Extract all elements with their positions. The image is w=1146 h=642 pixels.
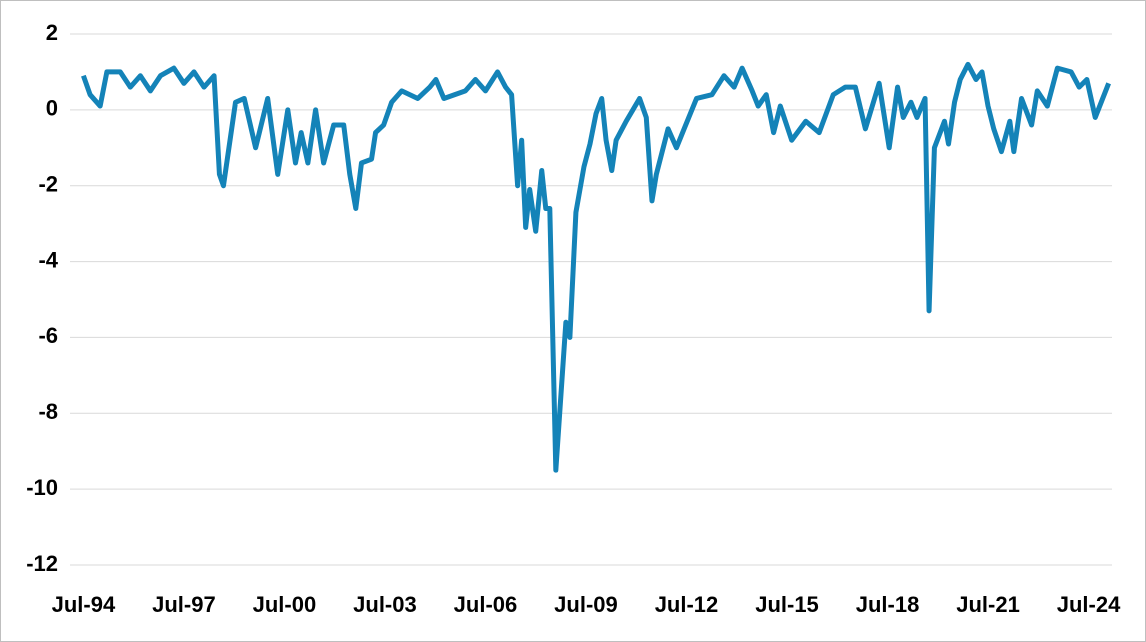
x-tick-label: Jul-97 (152, 592, 216, 617)
y-tick-label: -6 (38, 323, 58, 348)
y-tick-label: -8 (38, 399, 58, 424)
y-tick-label: -2 (38, 172, 58, 197)
x-tick-label: Jul-21 (956, 592, 1020, 617)
x-tick-label: Jul-09 (554, 592, 618, 617)
y-tick-label: 2 (46, 20, 58, 45)
x-tick-label: Jul-15 (755, 592, 819, 617)
y-tick-label: 0 (46, 96, 58, 121)
x-tick-label: Jul-94 (52, 592, 116, 617)
x-tick-label: Jul-18 (856, 592, 920, 617)
y-tick-label: -10 (26, 475, 58, 500)
x-tick-label: Jul-12 (655, 592, 719, 617)
y-tick-label: -12 (26, 551, 58, 576)
x-tick-label: Jul-03 (353, 592, 417, 617)
x-tick-label: Jul-24 (1057, 592, 1121, 617)
y-tick-label: -4 (38, 247, 58, 272)
data-line (81, 61, 1111, 473)
x-tick-label: Jul-00 (253, 592, 317, 617)
x-tick-label: Jul-06 (454, 592, 518, 617)
